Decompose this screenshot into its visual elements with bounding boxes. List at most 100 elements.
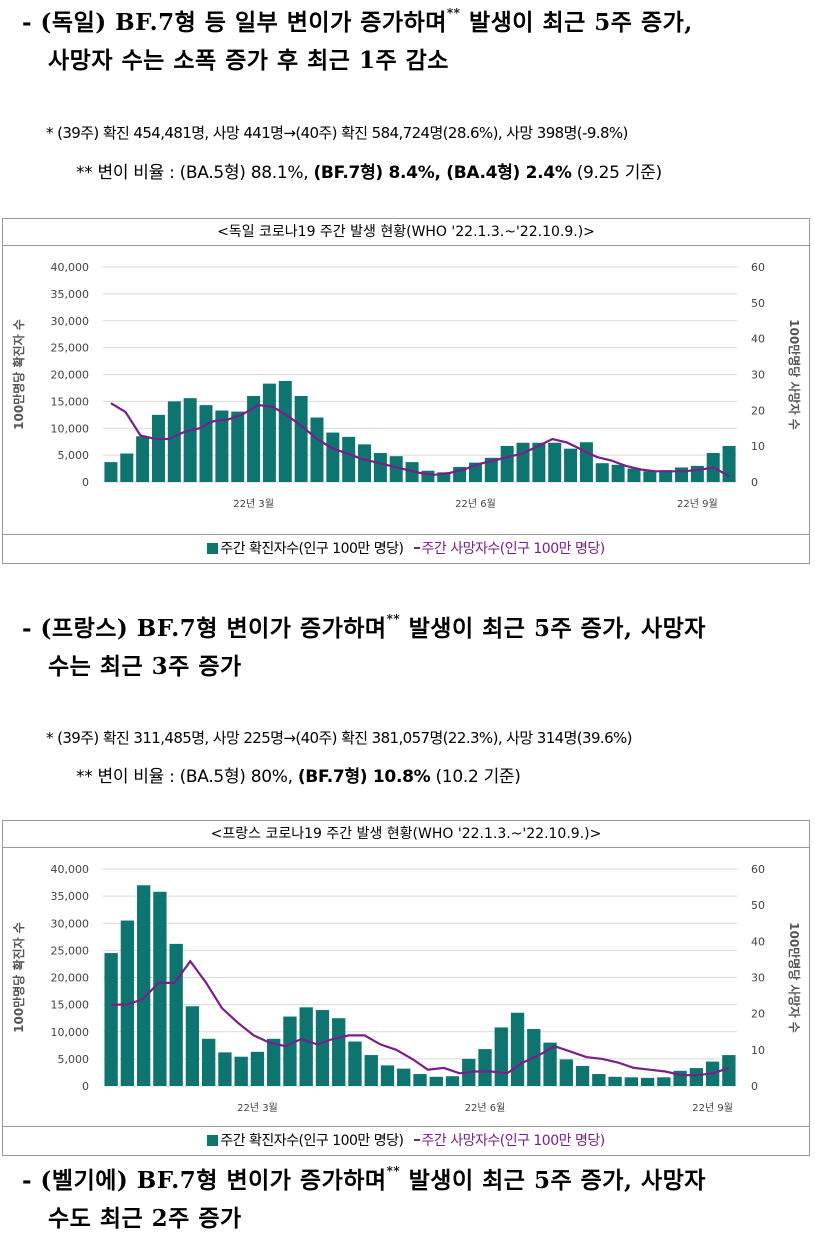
y-tick-label: 25,000	[51, 944, 90, 957]
france-heading-line2: 수는 최근 3주 증가	[48, 653, 242, 680]
bar	[380, 1065, 395, 1086]
belgium-heading-line1: - (벨기에) BF.7형 변이가 증가하며	[22, 1167, 387, 1194]
bar	[595, 463, 609, 482]
bar	[185, 1006, 200, 1086]
legend-line-label: 주간 사망자수(인구 100만 명당)	[421, 541, 606, 557]
bar	[342, 436, 356, 482]
bar	[429, 1076, 443, 1086]
bar	[183, 398, 197, 482]
bar	[564, 448, 578, 482]
bar	[299, 1007, 313, 1086]
france-note-cases: * (39주) 확진 311,485명, 사망 225명→(40주) 확진 38…	[46, 729, 633, 747]
germany-note-variants-b: (BF.7형) 8.4%, (BA.4형) 2.4%	[313, 163, 572, 183]
y-tick-label: 35,000	[51, 890, 90, 903]
bar	[199, 405, 213, 482]
bar	[373, 452, 387, 482]
legend-bar-label: 주간 확진자수(인구 100만 명당)	[220, 541, 404, 557]
belgium-heading-footnote-mark: **	[386, 1164, 401, 1178]
germany-note-variants-a: ** 변이 비율 : (BA.5형) 88.1%,	[76, 163, 314, 183]
y-tick-label: 20,000	[51, 972, 90, 985]
bar	[278, 380, 292, 482]
bar	[294, 396, 308, 482]
bar	[445, 1076, 460, 1086]
bar	[543, 1042, 557, 1086]
germany-heading-line1: - (독일) BF.7형 등 일부 변이가 증가하며	[22, 9, 447, 36]
france-heading-footnote-mark: **	[386, 612, 401, 626]
bar	[722, 445, 736, 482]
bar	[657, 1077, 671, 1086]
france-heading-line1: - (프랑스) BF.7형 변이가 증가하며	[22, 615, 387, 642]
x-tick-label: 22년 9월	[677, 498, 718, 510]
bar	[283, 1016, 297, 1086]
bar	[611, 464, 625, 482]
bar	[484, 457, 498, 482]
legend-bar-swatch	[207, 543, 219, 554]
bar	[348, 1041, 362, 1086]
bar	[247, 396, 261, 482]
legend-line-label: 주간 사망자수(인구 100만 명당)	[421, 1133, 606, 1149]
y2-tick-label: 60	[751, 863, 765, 876]
bar	[153, 891, 167, 1086]
y-tick-label: 20,000	[51, 369, 90, 382]
y-tick-label: 30,000	[51, 917, 90, 930]
legend-line-swatch	[413, 1139, 420, 1141]
bar	[234, 1056, 248, 1086]
germany-note-variants-c: (9.25 기준)	[571, 163, 662, 183]
bar	[315, 1010, 330, 1086]
legend-bar-swatch	[207, 1135, 219, 1146]
france-chart-legend: 주간 확진자수(인구 100만 명당) 주간 사망자수(인구 100만 명당)	[3, 1126, 809, 1155]
bar	[250, 1051, 265, 1086]
y2-tick-label: 30	[751, 369, 765, 382]
germany-chart-legend: 주간 확진자수(인구 100만 명당) 주간 사망자수(인구 100만 명당)	[3, 534, 809, 563]
y-tick-label: 25,000	[51, 342, 90, 355]
bar	[120, 920, 135, 1086]
bar	[167, 401, 181, 482]
bar	[151, 414, 165, 482]
y-tick-label: 40,000	[51, 261, 90, 274]
belgium-heading-line2: 수도 최근 2주 증가	[48, 1205, 242, 1232]
bar	[675, 467, 689, 482]
legend-bar-label: 주간 확진자수(인구 100만 명당)	[220, 1133, 404, 1149]
bar	[389, 456, 403, 482]
bar	[215, 410, 229, 482]
death-rate-line	[111, 959, 730, 1077]
y2-tick-label: 50	[751, 899, 765, 912]
x-tick-label: 22년 3월	[237, 1102, 278, 1114]
y2-tick-label: 60	[751, 261, 765, 274]
bar	[500, 445, 514, 482]
y-tick-label: 5,000	[58, 1053, 90, 1066]
y-tick-label: 5,000	[58, 449, 90, 462]
bar	[397, 1068, 411, 1086]
bar	[659, 470, 673, 482]
y-tick-label: 15,000	[51, 999, 90, 1012]
bar	[104, 953, 118, 1086]
belgium-heading: - (벨기에) BF.7형 변이가 증가하며** 발생이 최근 5주 증가, 사…	[22, 1162, 706, 1238]
france-chart: <프랑스 코로나19 주간 발생 현황(WHO '22.1.3.~'22.10.…	[2, 820, 810, 1156]
bar	[437, 472, 451, 482]
germany-chart-title: <독일 코로나19 주간 발생 현황(WHO '22.1.3.~'22.10.9…	[3, 219, 809, 246]
x-tick-label: 22년 6월	[455, 498, 496, 510]
y-tick-label: 30,000	[51, 315, 90, 328]
germany-note-variants: ** 변이 비율 : (BA.5형) 88.1%, (BF.7형) 8.4%, …	[76, 158, 662, 183]
y2-tick-label: 50	[751, 297, 765, 310]
y-tick-label: 35,000	[51, 288, 90, 301]
bar	[608, 1076, 622, 1086]
y2-tick-label: 10	[751, 440, 765, 453]
bar	[120, 453, 134, 482]
y2-tick-label: 40	[751, 935, 765, 948]
y-tick-label: 15,000	[51, 395, 90, 408]
france-note-variants: ** 변이 비율 : (BA.5형) 80%, (BF.7형) 10.8% (1…	[76, 762, 521, 787]
bar	[722, 1055, 736, 1086]
y2-tick-label: 10	[751, 1044, 765, 1057]
bar	[494, 1027, 508, 1086]
death-rate-line	[110, 402, 730, 478]
bar	[358, 444, 372, 482]
bar	[516, 442, 530, 482]
germany-note-cases: * (39주) 확진 454,481명, 사망 441명→(40주) 확진 58…	[46, 124, 628, 142]
bar	[643, 471, 657, 482]
germany-chart-plot: 0 5,000 10,000 15,000 20,000 25,000 30,000 35,0…	[11, 261, 802, 510]
germany-heading-line2: 사망자 수는 소폭 증가 후 최근 1주 감소	[48, 47, 449, 74]
germany-heading-footnote-mark: **	[446, 6, 461, 20]
y-tick-label: 10,000	[51, 422, 90, 435]
legend-line-swatch	[413, 547, 420, 549]
